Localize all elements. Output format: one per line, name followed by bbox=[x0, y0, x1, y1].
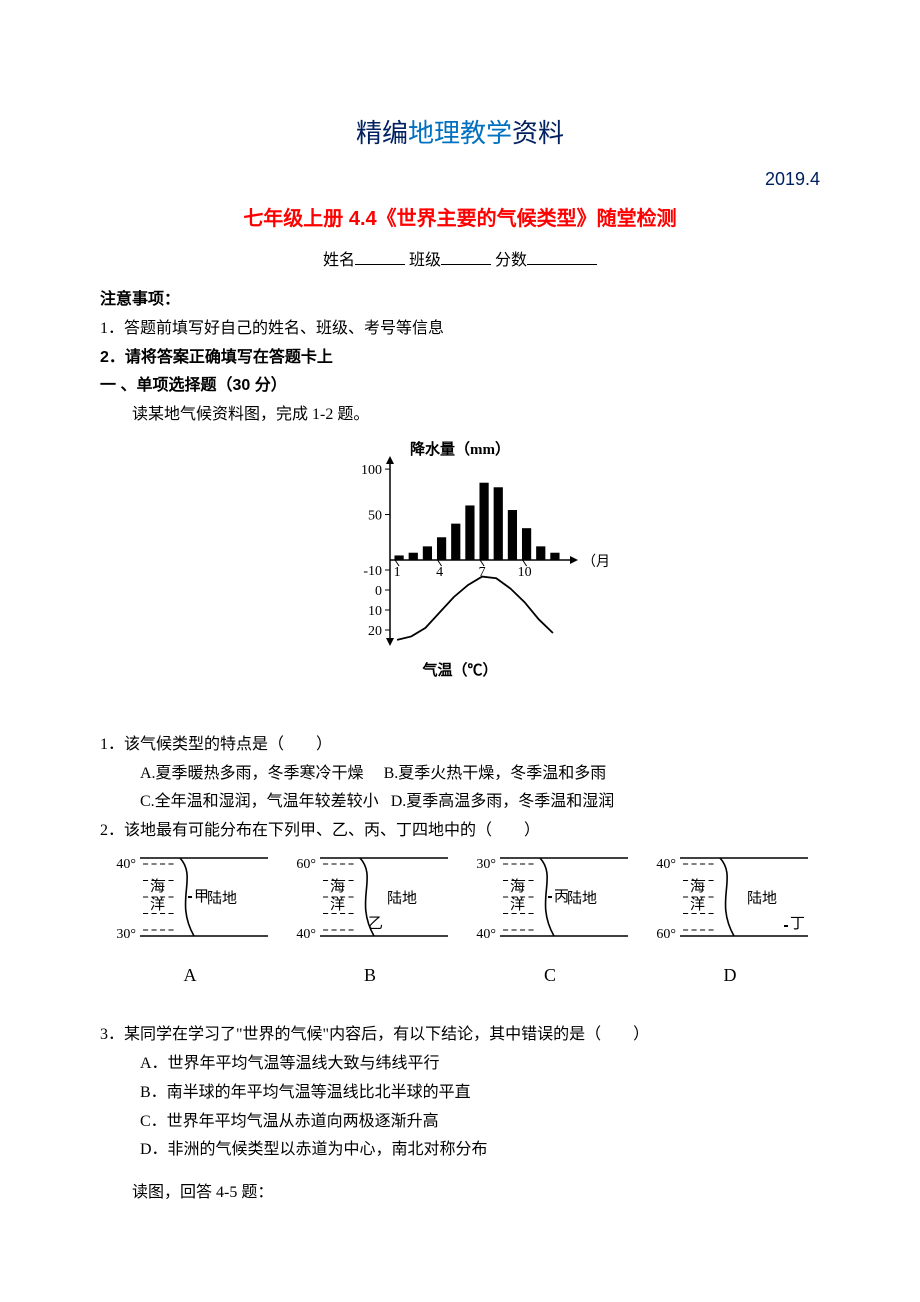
q45-intro: 读图，回答 4-5 题： bbox=[100, 1179, 820, 1208]
svg-text:海: 海 bbox=[150, 878, 165, 895]
spacer bbox=[100, 1165, 820, 1179]
map-A-svg: 40° 30° 海洋 陆地甲 bbox=[110, 856, 270, 946]
section-1-title: 一 、单项选择题（30 分） bbox=[100, 372, 820, 401]
svg-text:20: 20 bbox=[368, 624, 382, 639]
notes-item-2: 2．请将答案正确填写在答题卡上 bbox=[100, 344, 820, 373]
subtitle: 七年级上册 4.4《世界主要的气候类型》随堂检测 bbox=[100, 201, 820, 237]
q3-C: C．世界年平均气温从赤道向两极逐渐升高 bbox=[100, 1108, 820, 1137]
climate-chart: 降水量（mm）1005014710（月）-1001020气温（℃） bbox=[100, 440, 820, 711]
svg-text:洋: 洋 bbox=[510, 896, 525, 913]
notes-heading: 注意事项： bbox=[100, 286, 820, 315]
svg-text:乙: 乙 bbox=[368, 916, 383, 932]
q1-C: C.全年温和湿润，气温年较差较小 bbox=[140, 793, 379, 810]
map-C-svg: 30° 40° 海洋 陆地丙 bbox=[470, 856, 630, 946]
notes-item-1: 1．答题前填写好自己的姓名、班级、考号等信息 bbox=[100, 315, 820, 344]
svg-text:陆地: 陆地 bbox=[387, 890, 417, 907]
svg-text:40°: 40° bbox=[296, 927, 316, 942]
svg-text:丁: 丁 bbox=[790, 916, 805, 932]
svg-text:陆地: 陆地 bbox=[567, 890, 597, 907]
map-A: 40° 30° 海洋 陆地甲 A bbox=[100, 856, 280, 991]
svg-text:0: 0 bbox=[375, 584, 382, 599]
svg-text:洋: 洋 bbox=[690, 896, 705, 913]
map-C: 30° 40° 海洋 陆地丙 C bbox=[460, 856, 640, 991]
date-line: 2019.4 bbox=[100, 163, 820, 195]
section-1-intro: 读某地气候资料图，完成 1-2 题。 bbox=[100, 401, 820, 430]
svg-text:海: 海 bbox=[510, 878, 525, 895]
q1-A: A.夏季暖热多雨，冬季寒冷干燥 bbox=[140, 765, 364, 782]
svg-text:气温（℃）: 气温（℃） bbox=[421, 661, 497, 679]
svg-text:陆地: 陆地 bbox=[207, 890, 237, 907]
map-C-label: C bbox=[460, 959, 640, 991]
title-part-3: 地理教学 bbox=[408, 118, 512, 148]
svg-text:洋: 洋 bbox=[150, 896, 165, 913]
q1-stem: 1．该气候类型的特点是（ ） bbox=[100, 731, 820, 760]
title-part-1: 精 bbox=[356, 118, 382, 148]
q3-D: D．非洲的气候类型以赤道为中心，南北对称分布 bbox=[100, 1136, 820, 1165]
svg-text:60°: 60° bbox=[656, 927, 676, 942]
title-part-4: 资料 bbox=[512, 118, 564, 148]
svg-text:海: 海 bbox=[330, 878, 345, 895]
name-label: 姓名 bbox=[323, 252, 355, 269]
climate-svg: 降水量（mm）1005014710（月）-1001020气温（℃） bbox=[310, 440, 610, 700]
svg-text:100: 100 bbox=[361, 463, 382, 478]
q1-B: B.夏季火热干燥，冬季温和多雨 bbox=[384, 765, 607, 782]
map-B-svg: 60° 40° 海洋 陆地乙 bbox=[290, 856, 450, 946]
svg-text:洋: 洋 bbox=[330, 896, 345, 913]
score-label: 分数 bbox=[495, 252, 527, 269]
svg-text:40°: 40° bbox=[476, 927, 496, 942]
svg-text:1: 1 bbox=[394, 565, 401, 580]
svg-text:丙: 丙 bbox=[554, 889, 569, 905]
q3-A: A．世界年平均气温等温线大致与纬线平行 bbox=[100, 1050, 820, 1079]
svg-text:降水量（mm）: 降水量（mm） bbox=[410, 440, 510, 458]
svg-text:60°: 60° bbox=[296, 857, 316, 872]
q1-options-row1: A.夏季暖热多雨，冬季寒冷干燥 B.夏季火热干燥，冬季温和多雨 bbox=[100, 760, 820, 789]
worksheet-page: 精编地理教学资料 2019.4 七年级上册 4.4《世界主要的气候类型》随堂检测… bbox=[0, 0, 920, 1268]
class-blank[interactable] bbox=[441, 248, 491, 265]
svg-text:陆地: 陆地 bbox=[747, 890, 777, 907]
svg-text:甲: 甲 bbox=[194, 889, 209, 905]
q3-stem: 3．某同学在学习了"世界的气候"内容后，有以下结论，其中错误的是（ ） bbox=[100, 1021, 820, 1050]
q1-options-row2: C.全年温和湿润，气温年较差较小 D.夏季高温多雨，冬季温和湿润 bbox=[100, 788, 820, 817]
svg-text:（月）: （月） bbox=[582, 554, 610, 570]
svg-text:-10: -10 bbox=[363, 564, 382, 579]
q1-D: D.夏季高温多雨，冬季温和湿润 bbox=[391, 793, 615, 810]
title-part-2: 编 bbox=[382, 118, 408, 148]
map-B-label: B bbox=[280, 959, 460, 991]
q2-stem: 2．该地最有可能分布在下列甲、乙、丙、丁四地中的（ ） bbox=[100, 817, 820, 846]
score-blank[interactable] bbox=[527, 248, 597, 265]
main-title: 精编地理教学资料 bbox=[100, 110, 820, 157]
svg-text:40°: 40° bbox=[116, 857, 136, 872]
q3-B: B．南半球的年平均气温等温线比北半球的平直 bbox=[100, 1079, 820, 1108]
svg-text:40°: 40° bbox=[656, 857, 676, 872]
svg-text:30°: 30° bbox=[116, 927, 136, 942]
class-label: 班级 bbox=[409, 252, 441, 269]
name-blank[interactable] bbox=[355, 248, 405, 265]
svg-text:50: 50 bbox=[368, 509, 382, 524]
maps-row: 40°30°海洋陆地甲 A 60°40°海洋陆地乙 B 30°40°海洋陆地丙 … bbox=[100, 856, 820, 991]
svg-text:海: 海 bbox=[690, 878, 705, 895]
map-B: 60° 40° 海洋 陆地乙 B bbox=[280, 856, 460, 991]
svg-text:30°: 30° bbox=[476, 857, 496, 872]
map-D: 40° 60° 海洋 陆地丁 D bbox=[640, 856, 820, 991]
svg-text:4: 4 bbox=[436, 565, 443, 580]
map-A-label: A bbox=[100, 959, 280, 991]
svg-text:10: 10 bbox=[368, 604, 382, 619]
student-info-line: 姓名 班级 分数 bbox=[100, 247, 820, 276]
map-D-label: D bbox=[640, 959, 820, 991]
svg-text:10: 10 bbox=[518, 565, 532, 580]
map-D-svg: 40° 60° 海洋 陆地丁 bbox=[650, 856, 810, 946]
